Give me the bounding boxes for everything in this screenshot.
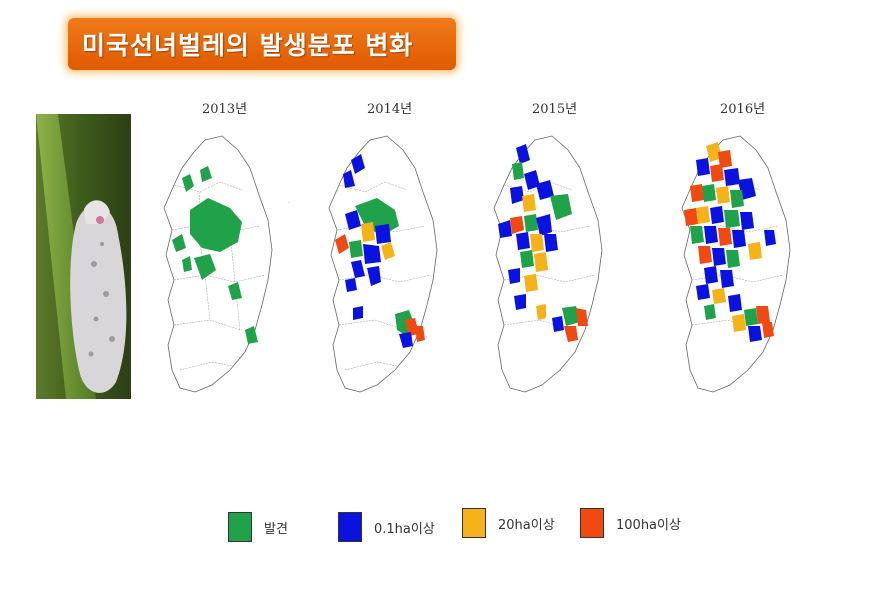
insect-photo [36,114,131,399]
legend-item-discovered: 발견 [228,512,288,542]
map-2015: 2015년 [480,102,620,459]
legend-swatch [462,508,486,538]
map-year-label: 2016년 [720,102,766,117]
korea-map-2014 [328,135,438,459]
title-banner: 미국선녀벌레의 발생분포 변화 [68,18,456,70]
legend-label: 100ha이상 [616,517,681,533]
legend-swatch [338,512,362,542]
korea-map-2016 [681,135,791,459]
map-2014: 2014년 [315,102,455,459]
map-2016: 2016년 [668,102,808,459]
map-year-label: 2014년 [367,102,413,117]
legend-item-100ha: 100ha이상 [580,508,681,538]
map-year-label: 2015년 [532,102,578,117]
legend-label: 20ha이상 [498,517,555,533]
map-2013: 2013년 · [150,102,290,459]
korea-map-2015 [493,135,603,459]
page-title: 미국선녀벌레의 발생분포 변화 [82,31,414,60]
legend-label: 0.1ha이상 [374,521,435,537]
korea-map-2013: · [163,135,290,459]
svg-text:·: · [288,200,290,207]
map-year-label: 2013년 [202,102,248,117]
legend-item-0-1ha: 0.1ha이상 [338,512,435,542]
legend-swatch [228,512,252,542]
legend-label: 발견 [264,521,288,537]
legend-item-20ha: 20ha이상 [462,508,555,538]
legend-swatch [580,508,604,538]
